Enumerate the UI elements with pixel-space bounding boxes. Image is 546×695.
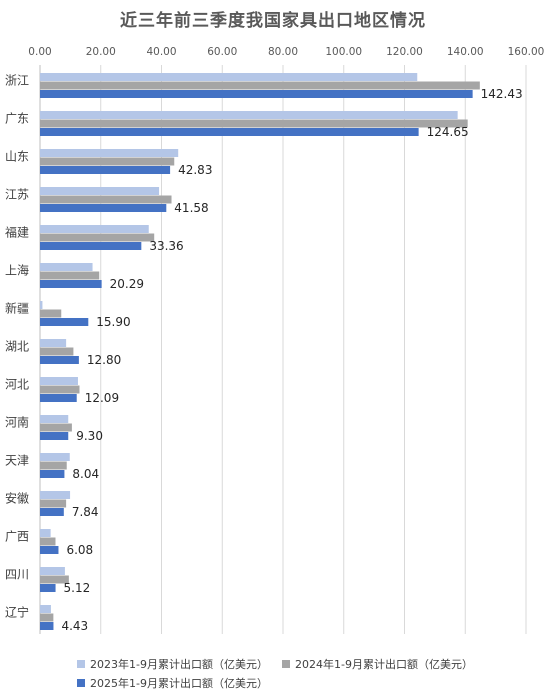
bar-2025 <box>40 204 167 212</box>
x-tick-label: 40.00 <box>146 46 176 58</box>
bar-2025 <box>40 546 59 554</box>
category-label: 四川 <box>5 568 29 582</box>
chart-title: 近三年前三季度我国家具出口地区情况 <box>120 11 426 31</box>
bar-2023 <box>40 187 160 195</box>
data-label: 15.90 <box>96 315 130 329</box>
bar-2025 <box>40 584 56 592</box>
bar-2024 <box>40 195 172 204</box>
legend-label-2025: 2025年1-9月累计出口额（亿美元） <box>90 677 268 690</box>
bar-2025 <box>40 356 79 364</box>
category-label: 湖北 <box>5 339 29 354</box>
bar-2023 <box>40 111 458 119</box>
bar-2023 <box>40 339 67 347</box>
bar-2024 <box>40 309 62 318</box>
data-label: 12.80 <box>87 353 121 367</box>
bar-2024 <box>40 613 54 622</box>
category-label: 上海 <box>5 263 29 278</box>
x-tick-label: 80.00 <box>268 46 298 58</box>
category-label: 天津 <box>5 454 29 468</box>
legend-label-2023: 2023年1-9月累计出口额（亿美元） <box>90 658 268 671</box>
category-label: 山东 <box>5 150 29 164</box>
bar-2024 <box>40 347 74 356</box>
bar-2025 <box>40 432 69 440</box>
bar-2025 <box>40 508 64 516</box>
bar-2023 <box>40 567 65 575</box>
bar-2024 <box>40 157 175 166</box>
bar-2024 <box>40 499 67 508</box>
x-tick-label: 160.00 <box>508 46 545 58</box>
data-label: 42.83 <box>178 163 212 177</box>
data-label: 5.12 <box>64 581 91 595</box>
data-label: 142.43 <box>481 87 523 101</box>
data-label: 6.08 <box>66 543 93 557</box>
bar-2023 <box>40 529 51 537</box>
legend-swatch-2023 <box>77 660 85 668</box>
bar-2025 <box>40 242 142 250</box>
data-label: 33.36 <box>149 239 183 253</box>
x-tick-label: 60.00 <box>207 46 237 58</box>
legend-label-2024: 2024年1-9月累计出口额（亿美元） <box>295 658 473 671</box>
legend-swatch-2024 <box>282 660 290 668</box>
data-label: 8.04 <box>72 467 99 481</box>
bar-2023 <box>40 415 69 423</box>
bar-2025 <box>40 90 473 98</box>
category-label: 浙江 <box>5 74 29 88</box>
bar-2023 <box>40 453 70 461</box>
bar-2024 <box>40 81 480 90</box>
x-tick-label: 0.00 <box>28 46 51 58</box>
bar-2023 <box>40 377 78 385</box>
x-tick-label: 120.00 <box>386 46 423 58</box>
legend-swatch-2025 <box>77 679 85 687</box>
bar-2024 <box>40 575 69 584</box>
data-label: 12.09 <box>85 391 119 405</box>
bar-2025 <box>40 166 171 174</box>
bar-2023 <box>40 301 43 309</box>
bar-2023 <box>40 149 179 157</box>
category-label: 河北 <box>5 378 29 392</box>
data-label: 41.58 <box>174 201 208 215</box>
bar-2023 <box>40 491 71 499</box>
category-label: 福建 <box>5 225 29 240</box>
bar-2024 <box>40 385 80 394</box>
bar-2024 <box>40 271 100 280</box>
data-label: 20.29 <box>110 277 144 291</box>
bar-2025 <box>40 318 89 326</box>
category-label: 广西 <box>5 530 29 544</box>
bar-2024 <box>40 233 155 242</box>
legend-item-2023: 2023年1-9月累计出口额（亿美元） <box>77 656 268 672</box>
data-label: 124.65 <box>427 125 469 139</box>
bar-2023 <box>40 263 93 271</box>
bar-2024 <box>40 461 67 470</box>
category-label: 辽宁 <box>5 605 29 620</box>
bar-2023 <box>40 225 149 233</box>
category-label: 新疆 <box>5 301 29 316</box>
bar-2024 <box>40 537 56 546</box>
bar-2024 <box>40 119 468 128</box>
bar-2024 <box>40 423 72 432</box>
bar-2023 <box>40 605 51 613</box>
x-tick-label: 140.00 <box>447 46 484 58</box>
legend-item-2024: 2024年1-9月累计出口额（亿美元） <box>282 656 473 672</box>
bar-2023 <box>40 73 418 81</box>
legend-item-2025: 2025年1-9月累计出口额（亿美元） <box>77 675 268 691</box>
bar-2025 <box>40 394 77 402</box>
x-tick-label: 20.00 <box>86 46 116 58</box>
x-tick-label: 100.00 <box>325 46 362 58</box>
bar-2025 <box>40 280 102 288</box>
data-label: 9.30 <box>76 429 103 443</box>
category-label: 安徽 <box>5 491 29 506</box>
bar-2025 <box>40 470 65 478</box>
category-label: 广东 <box>5 112 29 126</box>
category-label: 河南 <box>5 415 29 430</box>
category-label: 江苏 <box>5 188 29 202</box>
bar-2025 <box>40 622 54 630</box>
data-label: 7.84 <box>72 505 99 519</box>
data-label: 4.43 <box>61 619 88 633</box>
bar-2025 <box>40 128 419 136</box>
